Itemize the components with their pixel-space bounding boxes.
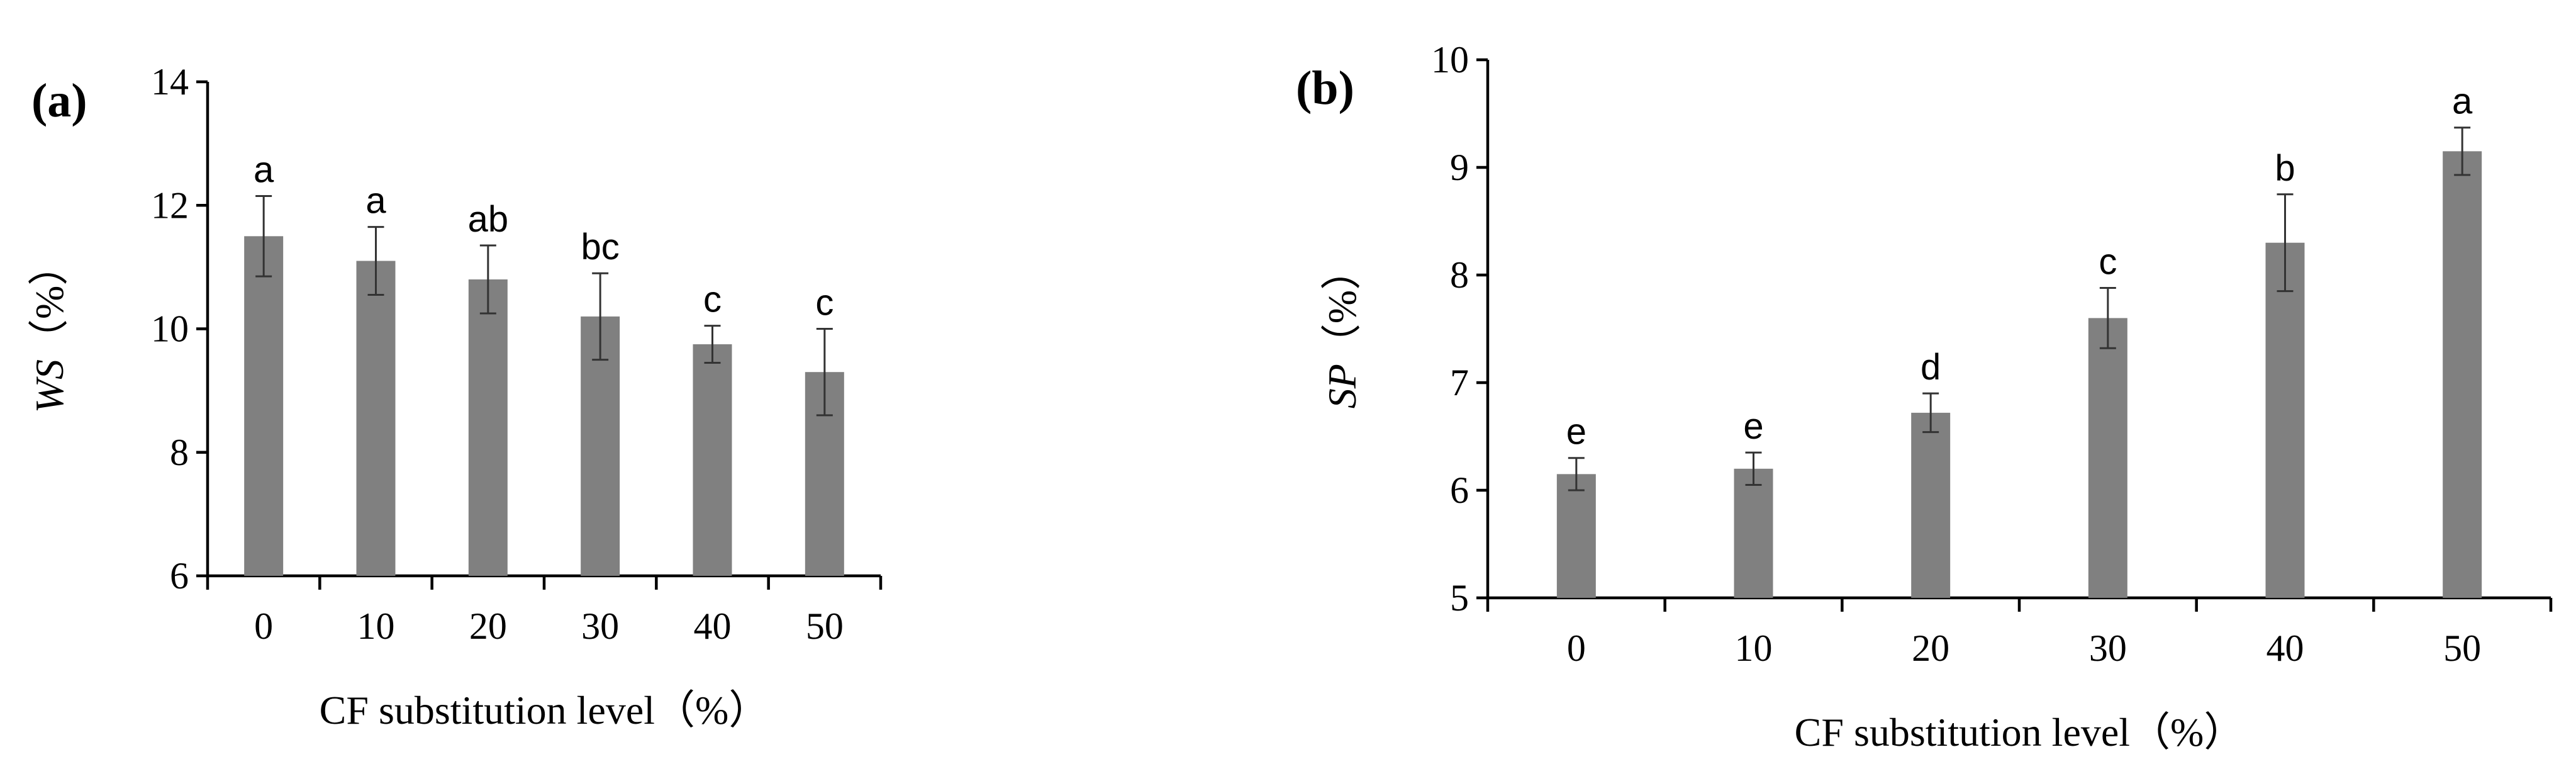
significance-label: ab	[468, 199, 509, 240]
bar	[1734, 468, 1773, 598]
panel-b-chart: (b) 5 6 7 8 9 10 e 0 e 10 d 20 c 30 b 40 a 50 CF substituti…	[1296, 39, 2553, 755]
panel-a-chart: (a) 6 8 10 12 14 a 0 a 10 ab 20 bc 30 c 40 c 50 CF substit…	[27, 61, 883, 733]
x-tick-label: 10	[1735, 627, 1773, 669]
x-axis-title: CF substitution level（%）	[1795, 710, 2244, 755]
x-tick-label: 30	[581, 605, 619, 647]
x-tick-label: 30	[2089, 627, 2127, 669]
y-tick-label: 10	[1431, 39, 1469, 81]
x-tick-label: 20	[1912, 627, 1949, 669]
y-tick-label: 10	[151, 308, 189, 350]
bar	[2265, 242, 2305, 598]
significance-label: b	[2275, 148, 2295, 189]
significance-label: c	[2099, 242, 2117, 283]
significance-label: c	[815, 283, 834, 323]
x-tick-label: 0	[254, 605, 273, 647]
bar	[1911, 412, 1951, 598]
y-tick-label: 5	[1450, 577, 1469, 619]
x-tick-label: 40	[694, 605, 732, 647]
bar	[468, 279, 508, 576]
panel-label: (b)	[1296, 62, 1354, 115]
y-tick-label: 9	[1450, 147, 1469, 188]
bar	[2443, 151, 2482, 598]
y-axis-title: SP（%）	[1320, 250, 1364, 408]
x-tick-label: 20	[469, 605, 507, 647]
x-tick-label: 50	[2443, 627, 2481, 669]
y-axis-title-unit: （%）	[1320, 250, 1364, 364]
bar	[1556, 474, 1596, 598]
x-tick-label: 10	[357, 605, 395, 647]
y-axis-title: WS（%）	[27, 245, 72, 413]
x-tick-label: 50	[806, 605, 844, 647]
bar	[244, 236, 284, 576]
significance-label: e	[1566, 412, 1586, 452]
bar	[693, 344, 732, 576]
x-tick-label: 40	[2267, 627, 2304, 669]
significance-label: a	[254, 150, 274, 191]
significance-label: a	[365, 181, 386, 222]
y-tick-label: 7	[1450, 362, 1469, 403]
panel-label: (a)	[31, 74, 87, 127]
bar	[356, 261, 396, 576]
x-tick-label: 0	[1567, 627, 1586, 669]
x-axis-title: CF substitution level（%）	[320, 688, 769, 733]
y-tick-label: 8	[1450, 254, 1469, 296]
y-tick-label: 6	[170, 555, 189, 597]
y-axis-title-main: WS	[27, 359, 72, 413]
bar	[2088, 318, 2127, 598]
y-axis-title-main: SP	[1320, 364, 1364, 408]
significance-label: c	[703, 279, 722, 320]
y-tick-label: 6	[1450, 469, 1469, 511]
y-tick-label: 14	[151, 61, 189, 103]
y-axis-title-unit: （%）	[27, 245, 72, 359]
y-tick-label: 8	[170, 432, 189, 473]
y-tick-label: 12	[151, 184, 189, 226]
significance-label: d	[1921, 347, 1941, 388]
significance-label: bc	[581, 227, 620, 267]
significance-label: e	[1743, 406, 1763, 447]
significance-label: a	[2452, 81, 2473, 122]
